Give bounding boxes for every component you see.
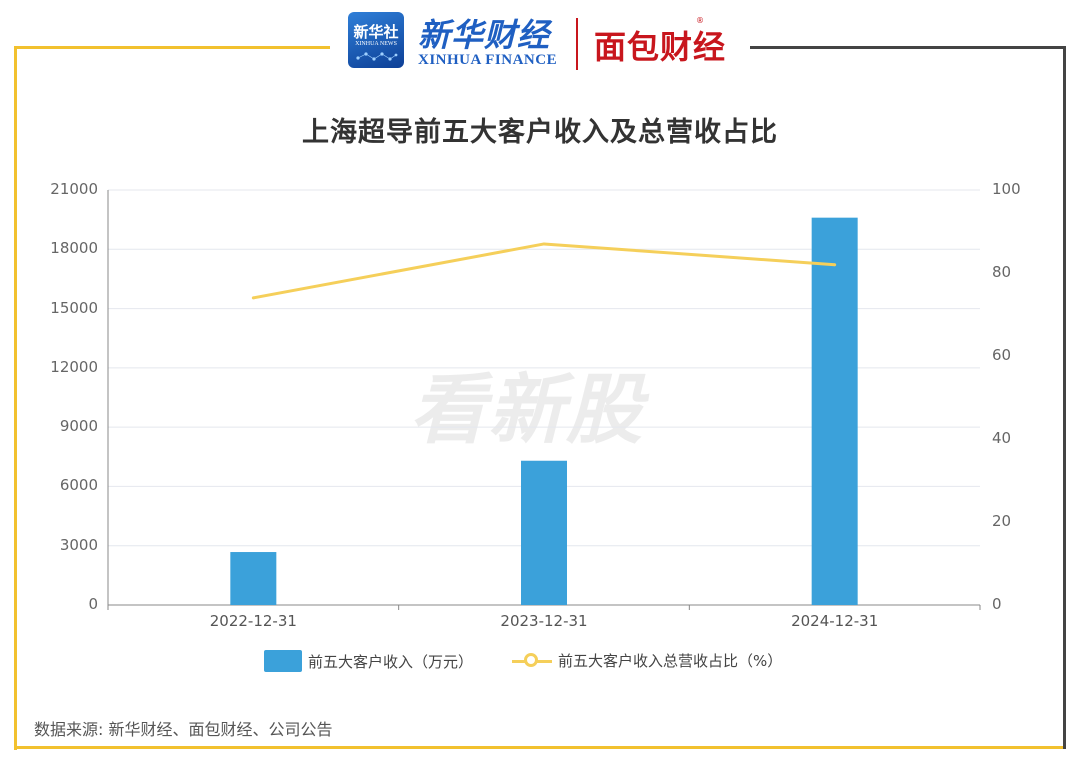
chart-title: 上海超导前五大客户收入及总营收占比 [302, 117, 778, 148]
brand-divider [576, 18, 578, 70]
legend-item-line[interactable]: 前五大客户收入总营收占比（%） [512, 650, 782, 671]
y-right-tick-label: 100 [992, 180, 1021, 198]
x-tick-label: 2022-12-31 [209, 612, 297, 630]
xinhua-news-logo-text: 新华社 [353, 23, 399, 41]
frame-left-rule [14, 46, 17, 750]
y-left-tick-label: 6000 [59, 476, 98, 495]
header-logos: 新华社 XINHUA NEWS 新华财经 XINHUA FINANCE 面包财经… [340, 8, 740, 74]
xinhua-news-logo: 新华社 XINHUA NEWS [348, 12, 404, 68]
bar [811, 217, 858, 605]
y-left-tick-label: 12000 [50, 357, 98, 376]
y-left-tick-label: 21000 [50, 180, 98, 198]
frame-right-rule [1063, 46, 1066, 749]
line-point [833, 263, 837, 267]
y-right-tick-label: 20 [992, 512, 1012, 530]
frame-top-right-rule [750, 46, 1066, 49]
data-source-note: 数据来源: 新华财经、面包财经、公司公告 [34, 720, 333, 739]
registered-mark: ® [696, 16, 704, 25]
line-point [542, 242, 546, 246]
x-tick-label: 2023-12-31 [500, 612, 588, 630]
y-left-tick-label: 3000 [59, 535, 98, 554]
bar [521, 460, 567, 605]
y-right-tick-label: 40 [992, 429, 1012, 447]
y-right-tick-label: 80 [992, 263, 1012, 281]
y-left-tick-label: 0 [88, 595, 98, 613]
y-left-tick-label: 15000 [50, 298, 98, 317]
xinhua-news-logo-subtext: XINHUA NEWS [355, 41, 397, 47]
watermark-text: 看新股 [410, 365, 644, 454]
x-tick-label: 2024-12-31 [791, 612, 879, 630]
network-dots-icon [356, 52, 398, 61]
bar [230, 552, 277, 605]
y-right-tick-label: 60 [992, 346, 1012, 364]
legend-item-bar[interactable]: 前五大客户收入（万元） [264, 650, 473, 672]
xinhua-finance-brand-en: XINHUA FINANCE [418, 52, 558, 68]
mianbao-finance-brand: 面包财经 [594, 28, 727, 66]
line-series [253, 242, 835, 300]
frame-top-left-rule [14, 46, 330, 49]
chart-legend: 前五大客户收入（万元） 前五大客户收入总营收占比（%） [0, 650, 1080, 674]
legend-line-label: 前五大客户收入总营收占比（%） [558, 652, 783, 670]
y-left-tick-label: 9000 [59, 417, 98, 436]
y-left-tick-label: 18000 [50, 239, 98, 258]
xinhua-finance-brand-cn: 新华财经 [418, 16, 551, 54]
y-right-tick-label: 0 [992, 595, 1002, 613]
legend-bar-swatch [264, 650, 302, 672]
line-point [251, 296, 255, 300]
legend-line-swatch [512, 651, 552, 671]
legend-bar-label: 前五大客户收入（万元） [308, 652, 474, 671]
frame-bottom-rule [14, 746, 1066, 749]
